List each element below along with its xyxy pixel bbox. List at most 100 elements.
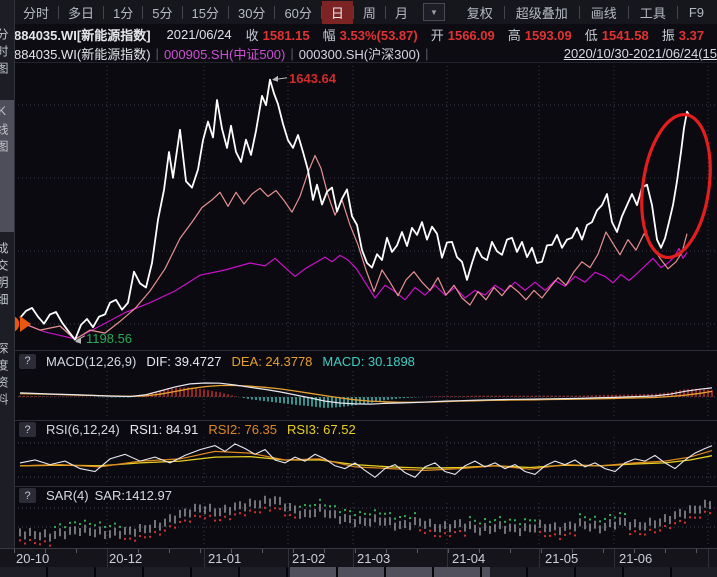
axis-tick [355, 549, 356, 553]
axis-tick [293, 549, 294, 553]
help-icon[interactable]: ? [19, 422, 36, 437]
help-icon[interactable]: ? [19, 353, 36, 369]
toolbar-separator [181, 5, 183, 19]
sidebar-item-label: K线图 [0, 104, 9, 157]
axis-gridline [107, 549, 108, 568]
sidebar-item-label: 深度资料 [0, 342, 9, 410]
legend-separator: | [155, 45, 159, 61]
toolbar-actions: 复权 超级叠加 画线 工具 F9 [456, 1, 717, 24]
annotation-circle[interactable] [633, 110, 717, 262]
sidebar-item-4[interactable]: 深度资料 [0, 338, 14, 448]
quote-field-label: 振 [661, 27, 675, 43]
macd-indicator-row: ? MACD(12,26,9) DIF: 39.4727 DEA: 24.377… [14, 352, 717, 370]
scrollbar-thumb[interactable] [290, 567, 490, 577]
time-axis[interactable]: 20-10 20-12 21-01 21-02 21-03 21-04 21-05 21-06 [0, 548, 717, 568]
toolbar-action-2[interactable]: 超级叠加 [515, 5, 568, 21]
tab-period-4[interactable]: 5分 [152, 5, 173, 21]
period-dropdown[interactable]: ▼ [422, 3, 445, 21]
overlay-series-label[interactable]: 000300.SH(沪深300) [298, 46, 421, 62]
overlay-series-list: | 000905.SH(中证500) | 000300.SH(沪深300) | [151, 44, 434, 62]
sidebar-item-2[interactable]: K线图 [0, 100, 14, 232]
quote-fields: 收 1581.15 幅 3.53%(53.87) 开 1566.09 高 1593.09 低 15… [246, 25, 717, 44]
legend-separator: | [290, 45, 294, 61]
chart-annotations [75, 75, 288, 344]
sidebar-item-label: 分时图 [0, 28, 9, 79]
date-range-link[interactable]: 2020/10/30-2021/06/24(15 [563, 45, 717, 61]
quote-field-label: 开 [430, 27, 444, 43]
quote-field-label: 收 [245, 27, 259, 43]
macd-label: MACD(12,26,9) [46, 353, 137, 369]
horizontal-scrollbar[interactable] [0, 567, 717, 577]
toolbar-separator [384, 5, 386, 19]
toolbar-action-5[interactable]: F9 [688, 4, 704, 20]
axis-tick [169, 549, 170, 553]
quote-field-label: 高 [507, 27, 521, 43]
sar-panel [19, 495, 711, 547]
tab-period-6[interactable]: 30分 [237, 5, 266, 21]
axis-gridline [288, 549, 289, 568]
axis-tick [417, 549, 418, 553]
toolbar-action-3[interactable]: 画线 [590, 5, 617, 21]
quote-field-value: 3.37 [678, 27, 705, 43]
toolbar-separator [103, 5, 105, 19]
axis-tick [696, 549, 697, 553]
sidebar-item-label: 成交明细 [0, 242, 9, 310]
toolbar-separator [274, 5, 276, 19]
quote-field-value: 1593.09 [524, 27, 572, 43]
tab-period-5[interactable]: 15分 [191, 5, 219, 21]
quote-field: 收 1581.15 [246, 25, 310, 44]
rsi-panel [19, 443, 713, 478]
tab-period-10[interactable]: 月 [394, 5, 408, 21]
overlay-series-label[interactable]: 000905.SH(中证500) [163, 46, 286, 62]
axis-label: 20-12 [109, 551, 143, 566]
toolbar-action-4[interactable]: 工具 [639, 5, 666, 21]
macd-hist-value: MACD: 30.1898 [322, 353, 415, 369]
toolbar-separator [142, 5, 144, 19]
macd-dea-value: DEA: 24.3778 [231, 353, 313, 369]
quote-field: 幅 3.53%(53.87) [323, 25, 418, 44]
toolbar-separator [227, 5, 229, 19]
tab-period-3[interactable]: 1分 [113, 5, 134, 21]
toolbar-separator [352, 5, 354, 19]
sidebar-item-1[interactable]: 分时图 [0, 24, 14, 98]
left-sidebar: 分时图 K线图成交明细深度资料 [0, 0, 15, 548]
rsi-label: RSI(6,12,24) [46, 422, 120, 437]
quote-field-value: 1566.09 [447, 27, 495, 43]
axis-tick [448, 549, 449, 553]
quote-field-value: 1541.58 [601, 27, 649, 43]
period-tabs: 分时 多日 1分 5分 15分 30分 60分日周 月 [14, 0, 417, 24]
axis-gridline [447, 549, 448, 568]
tab-period-2[interactable]: 多日 [68, 5, 95, 21]
axis-tick [479, 549, 480, 553]
axis-tick [603, 549, 604, 553]
axis-label: 21-06 [619, 551, 653, 566]
axis-tick [386, 549, 387, 553]
toolbar-action-1[interactable]: 复权 [466, 5, 493, 21]
tab-period-8[interactable]: 日 [321, 0, 353, 24]
axis-tick [665, 549, 666, 553]
tab-period-1[interactable]: 分时 [23, 5, 50, 21]
sar-label: SAR(4) [46, 488, 89, 503]
quote-bar: 884035.WI[新能源指数] 2021/06/24 收 1581.15 幅 3.5… [14, 24, 717, 45]
main-series-label[interactable]: 884035.WI(新能源指数) [14, 46, 151, 62]
sar-indicator-row: ? SAR(4) SAR:1412.97 [14, 487, 717, 504]
toolbar-separator [676, 5, 678, 19]
quote-date: 2021/06/24 [166, 26, 232, 42]
quote-field-label: 幅 [322, 27, 336, 43]
help-icon[interactable]: ? [19, 488, 36, 503]
symbol-name: 884035.WI[新能源指数] [14, 27, 151, 43]
tab-period-7[interactable]: 60分 [284, 5, 312, 21]
legend-separator: | [425, 45, 429, 61]
tab-period-9[interactable]: 周 [362, 5, 376, 21]
axis-tick [231, 549, 232, 553]
macd-dif-value: DIF: 39.4727 [146, 353, 222, 369]
price-series-1 [19, 247, 688, 340]
toolbar-separator [58, 5, 60, 19]
sidebar-item-3[interactable]: 成交明细 [0, 238, 14, 334]
axis-tick [138, 549, 139, 553]
chevron-down-icon: ▼ [429, 7, 438, 17]
toolbar-separator [503, 5, 505, 19]
axis-gridline [353, 549, 354, 568]
period-toolbar: 分时 多日 1分 5分 15分 30分 60分日周 月 ▼ 复权 超级叠加 画线 工具 F9 [14, 0, 717, 25]
